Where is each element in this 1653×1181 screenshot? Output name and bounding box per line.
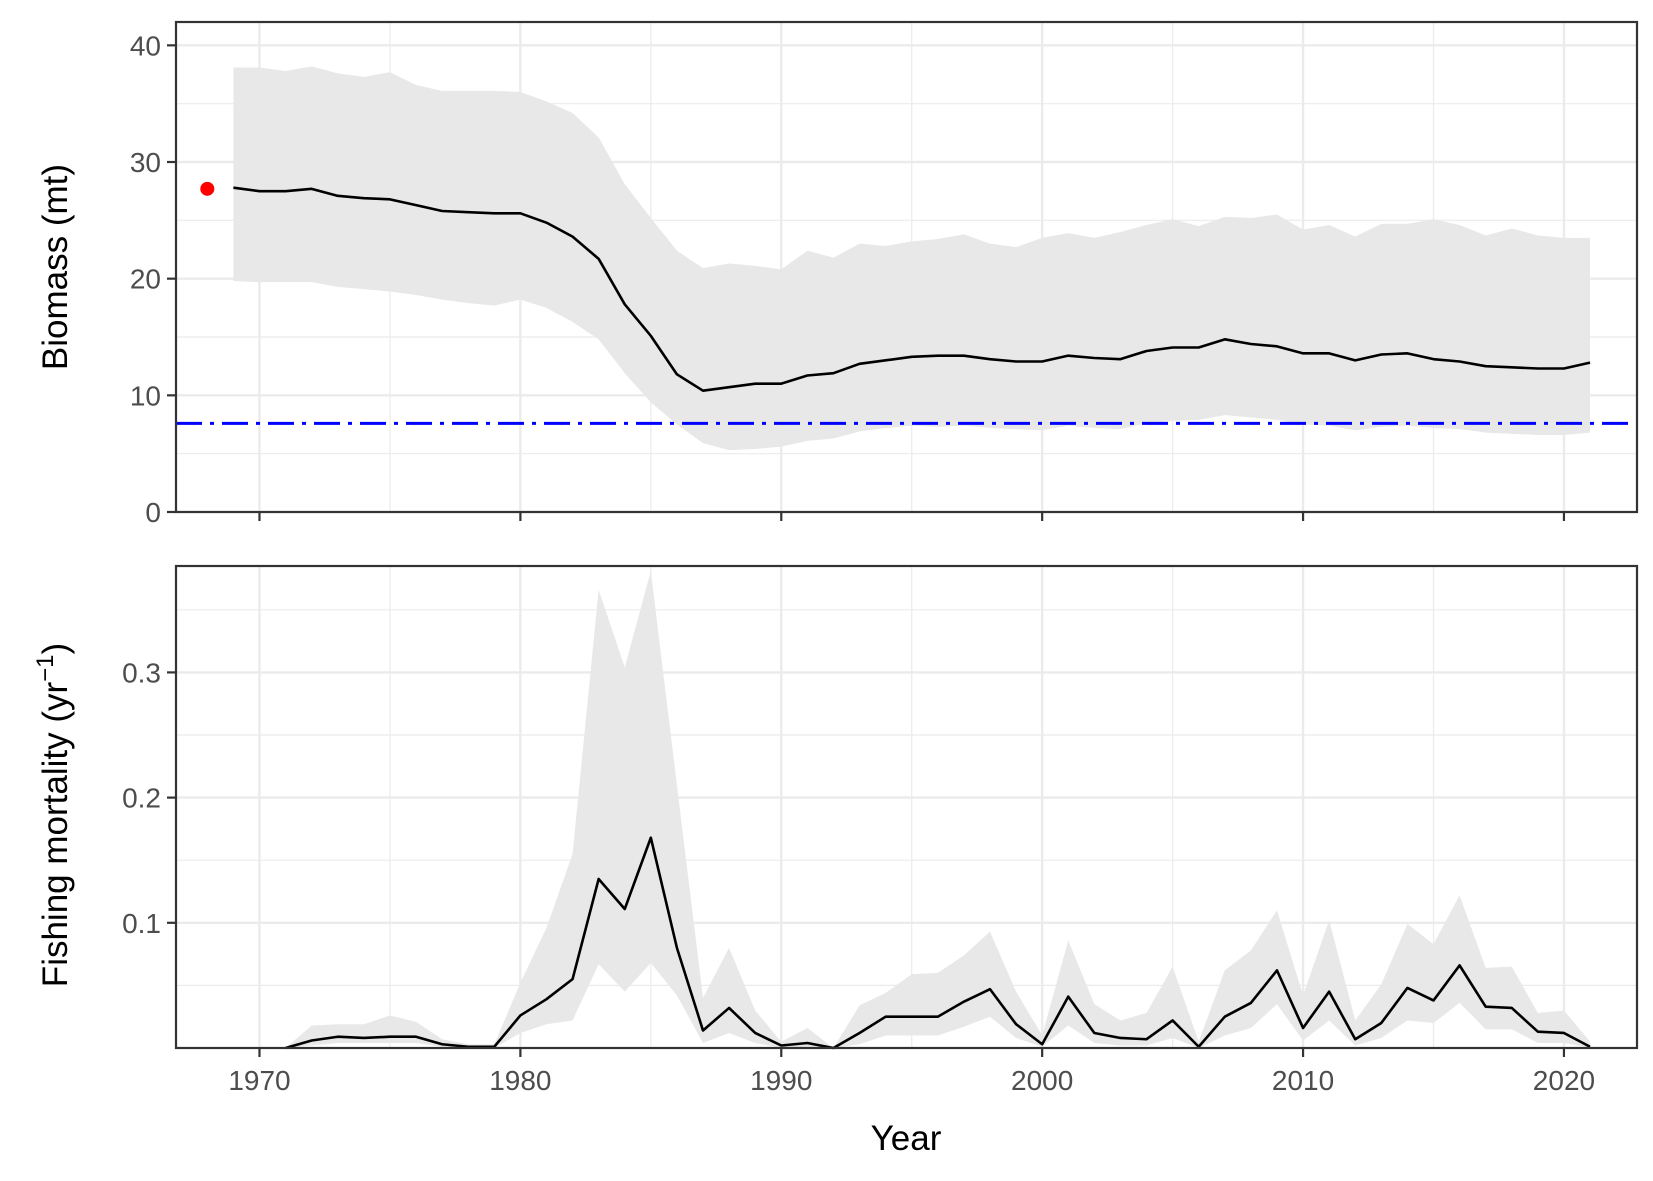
biomass-y-tick-label: 30: [130, 147, 161, 178]
biomass-y-tick-label: 20: [130, 264, 161, 295]
mortality-y-axis-title-unit: yr: [36, 682, 75, 712]
mortality-y-axis-title: Fishing mortality (yr−1): [32, 643, 75, 987]
mortality-confidence-band: [285, 571, 1591, 1048]
mortality-y-axis-title-open-paren: (: [36, 711, 75, 733]
biomass-y-axis-ticks: 0 10 20 30 40: [130, 30, 176, 528]
x-tick-label: 2020: [1533, 1065, 1595, 1096]
mortality-series-points: [285, 837, 1591, 1049]
biomass-confidence-band: [233, 66, 1591, 451]
mortality-x-axis-ticks: 1970 1980 1990 2000 2010 2020: [228, 1048, 1595, 1096]
mortality-y-tick-label: 0.2: [122, 783, 161, 814]
mortality-y-tick-label: 0.1: [122, 908, 161, 939]
biomass-x-axis-ticks: [258, 512, 1566, 521]
biomass-y-tick-label: 10: [130, 380, 161, 411]
x-tick-label: 2010: [1272, 1065, 1334, 1096]
mortality-major-grid: [176, 566, 1637, 1048]
mortality-panel-border: [174, 564, 1639, 1050]
biomass-y-tick-label: 0: [145, 497, 161, 528]
x-tick-label: 1980: [489, 1065, 551, 1096]
fishing-mortality-panel: 0.1 0.2 0.3 1970 1980 1990 2000 2010 2020 Fishi…: [32, 564, 1639, 1158]
biomass-panel-border: [174, 20, 1639, 514]
x-tick-label: 1970: [228, 1065, 290, 1096]
biomass-y-axis-title: Biomass (mt): [36, 164, 75, 370]
biomass-y-tick-label: 40: [130, 30, 161, 61]
mortality-y-axis-title-close-paren: ): [36, 643, 75, 655]
mortality-y-axis-ticks: 0.1 0.2 0.3: [122, 657, 176, 939]
mortality-y-tick-label: 0.3: [122, 657, 161, 688]
x-tick-label: 1990: [750, 1065, 812, 1096]
biomass-panel: 0 10 20 30 40 Biomass (mt): [36, 20, 1639, 528]
biomass-initial-point: [200, 181, 215, 196]
mortality-y-axis-title-main: Fishing mortality: [36, 732, 75, 987]
biomass-series-points: [233, 187, 1591, 391]
x-axis-title: Year: [871, 1119, 942, 1158]
mortality-y-axis-title-exponent: −1: [32, 654, 59, 681]
x-tick-label: 2000: [1011, 1065, 1073, 1096]
